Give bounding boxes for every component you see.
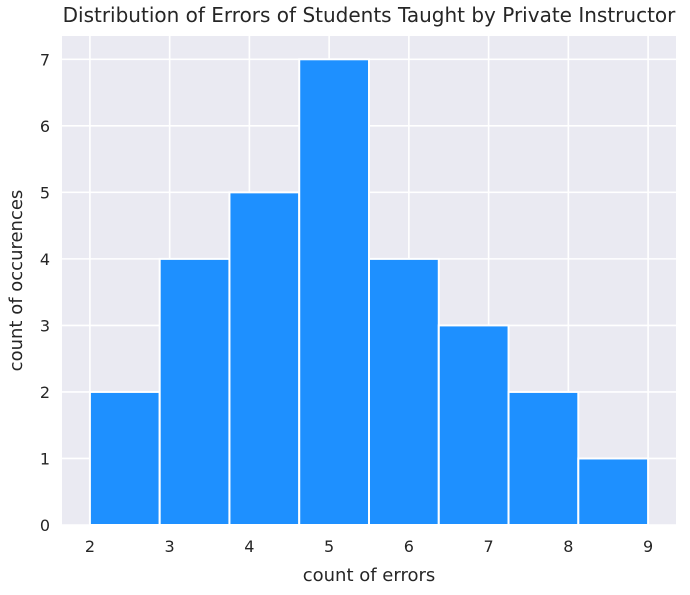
histogram-bar [368, 257, 440, 526]
x-tick-label: 4 [244, 537, 254, 556]
y-tick-label: 7 [40, 50, 50, 69]
histogram-bar [507, 390, 580, 526]
y-tick-label: 4 [40, 250, 50, 269]
y-tick-label: 0 [40, 516, 50, 535]
x-tick-label: 7 [484, 537, 494, 556]
y-tick-label: 5 [40, 183, 50, 202]
histogram-bar [228, 191, 301, 527]
x-tick-label: 5 [324, 537, 334, 556]
y-tick-label: 6 [40, 117, 50, 136]
histogram-bar [88, 390, 161, 526]
chart-title: Distribution of Errors of Students Taugh… [63, 3, 677, 27]
histogram-bar [577, 457, 650, 526]
x-tick-label: 6 [404, 537, 414, 556]
y-tick-label: 2 [40, 383, 50, 402]
histogram-bar [437, 324, 510, 527]
y-tick-label: 3 [40, 316, 50, 335]
x-tick-label: 2 [85, 537, 95, 556]
histogram-bar [158, 257, 231, 526]
histogram-bar [298, 58, 370, 527]
y-tick-label: 1 [40, 449, 50, 468]
x-tick-label: 9 [643, 537, 653, 556]
x-tick-label: 3 [165, 537, 175, 556]
histogram-bars [88, 58, 650, 527]
x-tick-label: 8 [563, 537, 573, 556]
x-axis-label: count of errors [303, 565, 436, 586]
y-axis-label: count of occurences [6, 190, 27, 372]
tick-labels: 2 3 4 5 6 7 8 9 0 1 2 3 4 5 6 7 [40, 50, 653, 556]
